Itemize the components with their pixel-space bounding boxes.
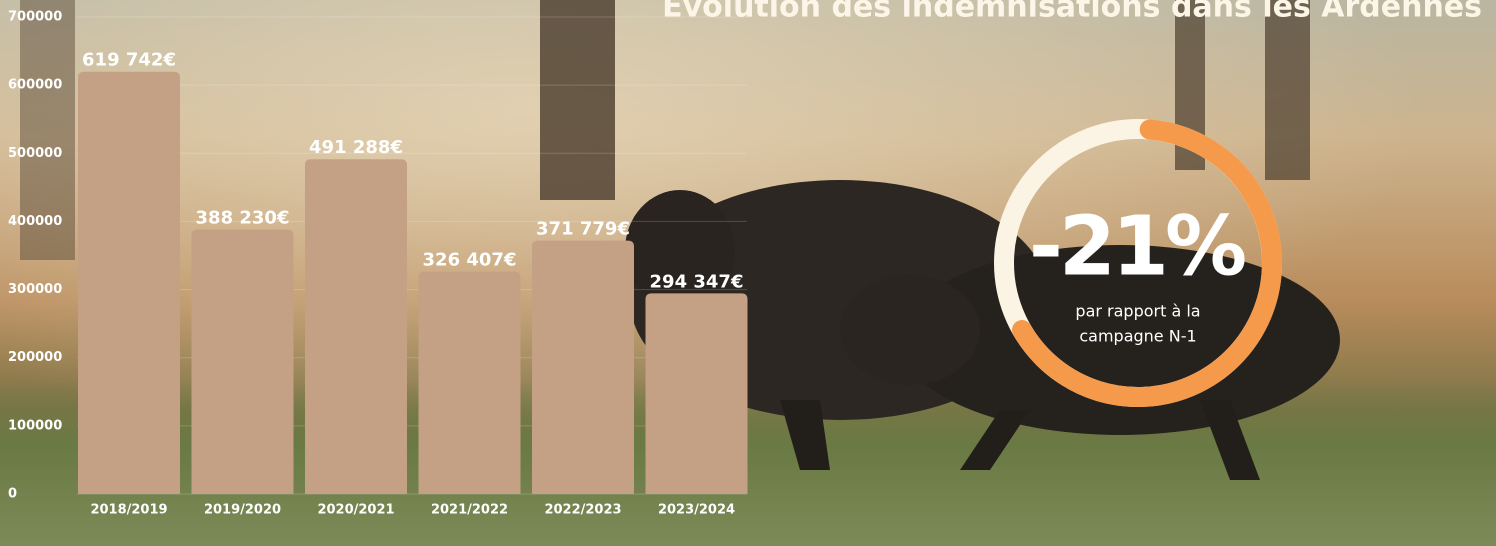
- x-tick-label: 2021/2022: [431, 503, 508, 518]
- y-tick-label: 600000: [8, 78, 62, 93]
- boar-head: [840, 275, 980, 385]
- y-tick-label: 400000: [8, 214, 62, 229]
- bar: [646, 293, 748, 494]
- y-tick-label: 100000: [8, 418, 62, 433]
- value-label: 491 288€: [309, 137, 403, 158]
- kpi-caption: campagne N-1: [1079, 327, 1196, 346]
- tree-trunk: [1265, 0, 1310, 180]
- x-tick-label: 2020/2021: [317, 503, 394, 518]
- kpi-caption: par rapport à la: [1075, 302, 1200, 321]
- x-tick-label: 2022/2023: [544, 503, 621, 518]
- y-tick-label: 300000: [8, 282, 62, 297]
- infographic: Évolution des indemnisations dans les Ar…: [0, 0, 1496, 546]
- bar: [419, 272, 521, 494]
- y-tick-label: 500000: [8, 146, 62, 161]
- value-label: 294 347€: [650, 271, 744, 292]
- chart-title: Évolution des indemnisations dans les Ar…: [662, 0, 1482, 25]
- x-tick-label: 2019/2020: [204, 503, 281, 518]
- y-tick-label: 0: [8, 487, 17, 502]
- bar: [532, 241, 634, 494]
- x-tick-label: 2018/2019: [90, 503, 167, 518]
- kpi-value: -21%: [1029, 199, 1245, 294]
- value-label: 371 779€: [536, 219, 630, 240]
- bar: [192, 229, 294, 494]
- y-tick-label: 700000: [8, 10, 62, 25]
- tree-trunk: [540, 0, 615, 200]
- x-tick-label: 2023/2024: [658, 503, 735, 518]
- value-label: 326 407€: [423, 250, 517, 271]
- y-tick-label: 200000: [8, 350, 62, 365]
- bar: [305, 159, 407, 494]
- value-label: 619 742€: [82, 50, 176, 71]
- value-label: 388 230€: [196, 207, 290, 228]
- page: Évolution des indemnisations dans les Ar…: [0, 0, 1496, 546]
- bar: [78, 72, 180, 494]
